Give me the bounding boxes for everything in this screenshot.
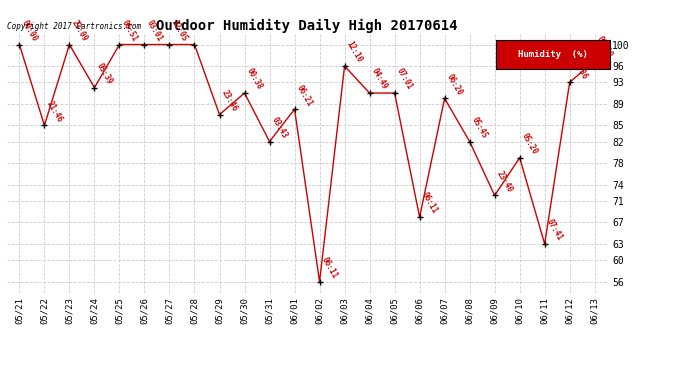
Title: Outdoor Humidity Daily High 20170614: Outdoor Humidity Daily High 20170614 <box>157 18 457 33</box>
Text: 03:43: 03:43 <box>270 116 289 140</box>
Text: 21:46: 21:46 <box>44 99 63 124</box>
Text: 00:00: 00:00 <box>19 18 39 43</box>
Text: 06:20: 06:20 <box>444 72 464 97</box>
Text: 06:11: 06:11 <box>420 191 439 215</box>
Text: 06:11: 06:11 <box>319 256 339 280</box>
Text: 00:38: 00:38 <box>244 67 264 92</box>
Text: Copyright 2017 Cartronics.com: Copyright 2017 Cartronics.com <box>7 22 141 31</box>
Text: 23:36: 23:36 <box>570 56 589 81</box>
Text: 12:10: 12:10 <box>344 40 364 64</box>
Text: 05:45: 05:45 <box>470 116 489 140</box>
Text: 23:40: 23:40 <box>495 170 514 194</box>
Text: 03:01: 03:01 <box>144 18 164 43</box>
Text: Humidity  (%): Humidity (%) <box>518 50 588 59</box>
Text: 12:05: 12:05 <box>170 18 189 43</box>
Text: 05:39: 05:39 <box>95 62 114 86</box>
Text: 07:41: 07:41 <box>544 218 564 242</box>
Text: 08:00: 08:00 <box>595 34 614 59</box>
Text: 23:09: 23:09 <box>70 18 89 43</box>
Text: 06:21: 06:21 <box>295 83 314 108</box>
Text: 04:49: 04:49 <box>370 67 389 92</box>
Text: 07:01: 07:01 <box>395 67 414 92</box>
Text: 06:51: 06:51 <box>119 18 139 43</box>
Text: 23:46: 23:46 <box>219 88 239 113</box>
Text: 05:20: 05:20 <box>520 132 539 156</box>
FancyBboxPatch shape <box>496 40 610 69</box>
